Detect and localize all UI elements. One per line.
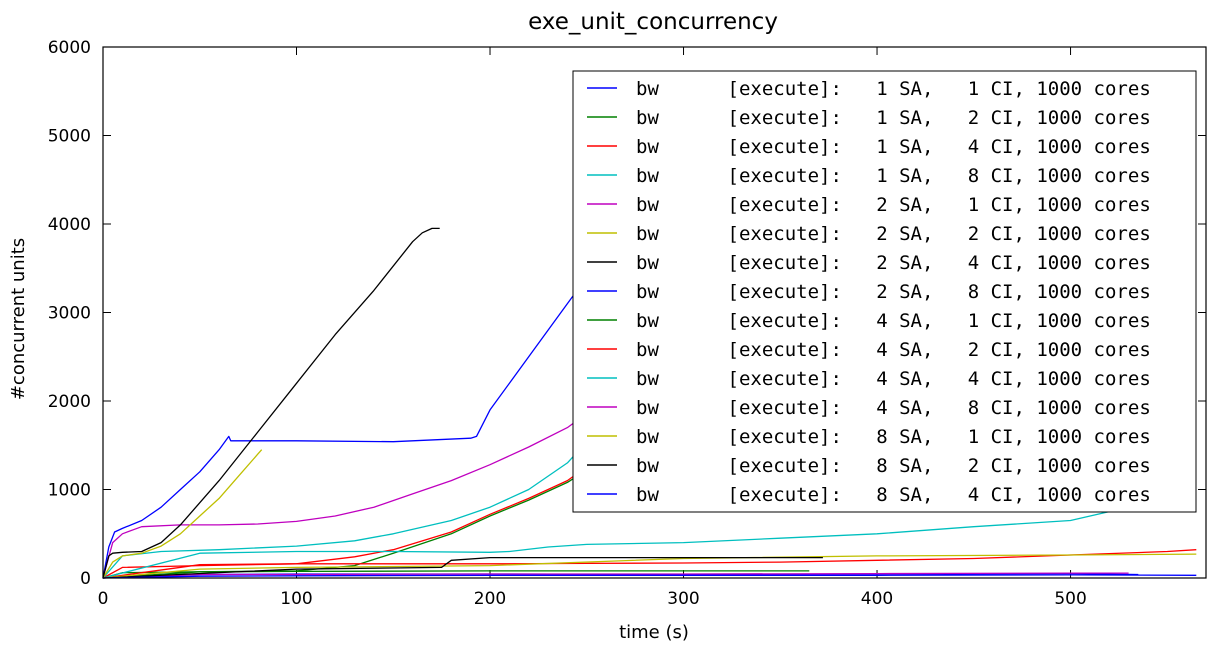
plot-area	[102, 227, 1197, 579]
y-tick-label: 5000	[48, 127, 91, 147]
y-tick-label: 2000	[48, 392, 91, 412]
legend-entry: bw [execute]: 4 SA, 2 CI, 1000 cores	[636, 339, 1151, 361]
chart-title: exe_unit_concurrency	[528, 9, 778, 35]
y-tick-label: 1000	[48, 481, 91, 501]
legend-entry: bw [execute]: 1 SA, 2 CI, 1000 cores	[636, 107, 1151, 129]
y-tick-label: 4000	[48, 215, 91, 235]
x-axis-label: time (s)	[619, 622, 689, 643]
plot-frame	[102, 46, 1207, 579]
x-tick-label: 200	[474, 589, 506, 609]
x-tick-label: 400	[861, 589, 893, 609]
series-line-2	[102, 475, 578, 579]
legend-entry: bw [execute]: 8 SA, 1 CI, 1000 cores	[636, 426, 1151, 448]
x-tick-label: 500	[1054, 589, 1086, 609]
y-axis-label: #concurrent units	[8, 238, 29, 400]
y-tick-label: 6000	[48, 38, 91, 58]
legend-entry: bw [execute]: 8 SA, 2 CI, 1000 cores	[636, 455, 1151, 477]
legend-entry: bw [execute]: 4 SA, 8 CI, 1000 cores	[636, 397, 1151, 419]
x-tick-label: 100	[280, 589, 312, 609]
legend-entry: bw [execute]: 2 SA, 1 CI, 1000 cores	[636, 194, 1151, 216]
series-line-9	[102, 570, 810, 579]
legend: bw [execute]: 1 SA, 1 CI, 1000 cores bw […	[572, 70, 1197, 513]
series-line-14	[102, 556, 823, 579]
series-line-6	[102, 449, 263, 579]
legend-box	[572, 70, 1197, 513]
series-line-12	[102, 572, 1129, 579]
y-tick-label: 0	[80, 569, 91, 589]
legend-entry: bw [execute]: 2 SA, 2 CI, 1000 cores	[636, 223, 1151, 245]
legend-entry: bw [execute]: 4 SA, 1 CI, 1000 cores	[636, 310, 1151, 332]
x-tick-label: 300	[667, 589, 699, 609]
series-line-15	[102, 574, 1197, 579]
legend-entry: bw [execute]: 2 SA, 4 CI, 1000 cores	[636, 252, 1151, 274]
ticks-layer: 0 100 200 300 400 500010002000300040005000600…	[48, 38, 1206, 609]
legend-entry: bw [execute]: 1 SA, 4 CI, 1000 cores	[636, 136, 1151, 158]
legend-entry: bw [execute]: 1 SA, 8 CI, 1000 cores	[636, 165, 1151, 187]
legend-entry: bw [execute]: 2 SA, 8 CI, 1000 cores	[636, 281, 1151, 303]
series-line-7	[102, 227, 440, 579]
series-line-1	[102, 290, 578, 579]
legend-entry: bw [execute]: 8 SA, 4 CI, 1000 cores	[636, 484, 1151, 506]
legend-entry: bw [execute]: 1 SA, 1 CI, 1000 cores	[636, 78, 1151, 100]
legend-entry: bw [execute]: 4 SA, 4 CI, 1000 cores	[636, 368, 1151, 390]
series-line-5	[102, 419, 578, 579]
series-line-13	[102, 553, 1197, 579]
series-line-3	[102, 473, 578, 579]
y-tick-label: 3000	[48, 304, 91, 324]
x-tick-label: 0	[98, 589, 109, 609]
series-line-11	[102, 510, 1158, 579]
series-line-4	[102, 451, 578, 579]
